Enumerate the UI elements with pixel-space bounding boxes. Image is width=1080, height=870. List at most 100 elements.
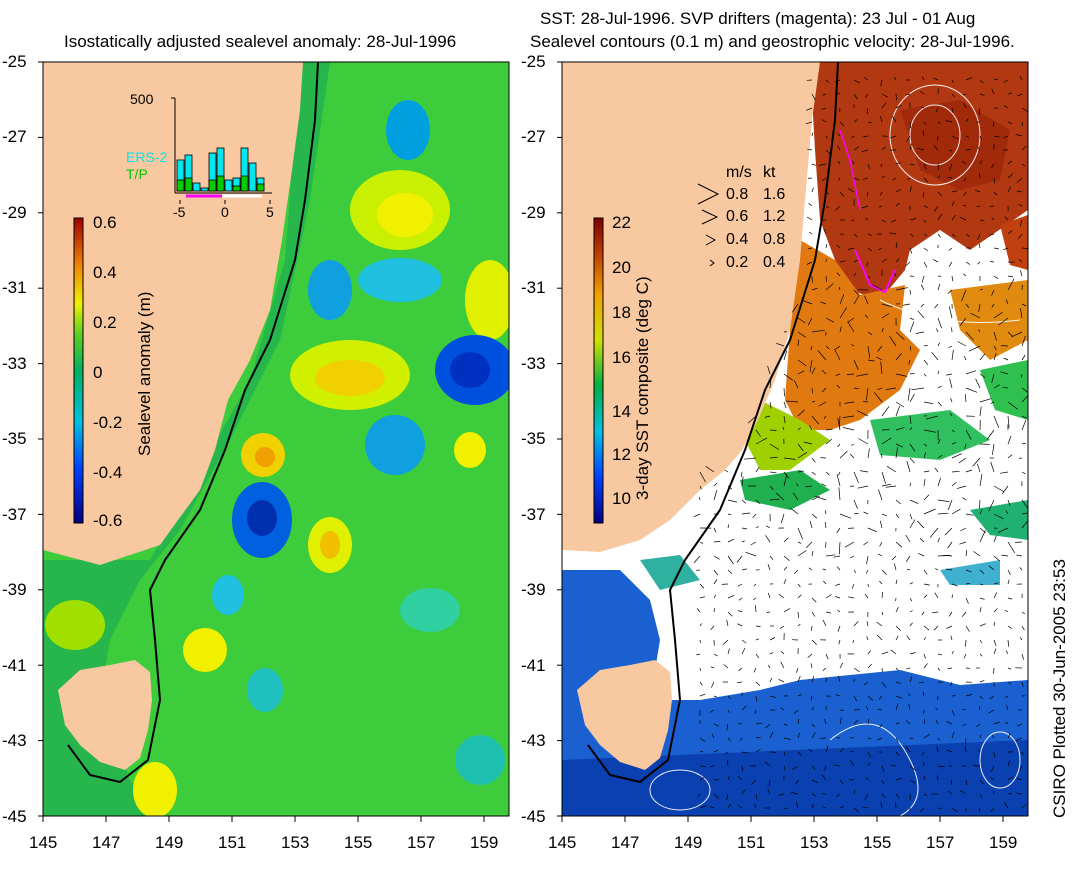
velocity-arrow [937, 667, 941, 671]
velocity-arrow [979, 734, 982, 739]
velocity-arrow [909, 652, 916, 655]
velocity-arrow [976, 723, 981, 728]
velocity-arrow [993, 648, 997, 655]
velocity-arrow [959, 317, 967, 326]
velocity-arrow [752, 513, 757, 519]
velocity-arrow [713, 579, 718, 585]
tasmania-sst [577, 660, 672, 770]
velocity-arrow [895, 541, 903, 548]
velocity-arrow [1007, 499, 1011, 506]
velocity-arrow [965, 387, 978, 393]
velocity-arrow [963, 653, 967, 659]
inset-ymax: 500 [130, 91, 154, 107]
velocity-arrow [909, 186, 912, 193]
velocity-arrow [839, 260, 847, 263]
velocity-arrow [851, 443, 855, 446]
velocity-arrow [926, 415, 939, 420]
velocity-arrow [951, 731, 955, 739]
velocity-arrow [905, 534, 911, 543]
velocity-arrow [811, 597, 817, 603]
velocity-arrow [811, 611, 816, 617]
velocity-arrow [1007, 401, 1019, 410]
velocity-arrow [811, 676, 815, 683]
velocity-arrow [825, 611, 832, 614]
velocity-arrow [839, 717, 842, 725]
velocity-arrow [936, 746, 939, 753]
velocity-arrow [991, 734, 995, 739]
velocity-arrow [989, 233, 995, 236]
velocity-arrow [846, 373, 855, 375]
velocity-arrow [895, 258, 900, 263]
velocity-arrow [847, 317, 855, 323]
velocity-arrow [1016, 723, 1023, 727]
velocity-arrow [821, 483, 827, 487]
velocity-arrow [783, 537, 789, 543]
velocity-arrow [808, 202, 813, 207]
velocity-arrow [979, 569, 985, 574]
lon-tick: 157 [926, 833, 955, 852]
velocity-arrow [948, 247, 953, 251]
velocity-arrow [861, 149, 869, 153]
velocity-arrow [937, 401, 942, 407]
sst-tick: 14 [612, 402, 631, 421]
velocity-arrow [922, 191, 925, 198]
velocity-arrow [1021, 415, 1027, 419]
velocity-arrow [754, 803, 757, 809]
velocity-arrow [979, 583, 984, 586]
lat-tick: -45 [2, 807, 27, 826]
velocity-arrow [923, 121, 926, 125]
velocity-arrow [853, 294, 860, 305]
velocity-legend-ms: 0.8 [726, 186, 749, 203]
lat-tick: -39 [521, 580, 546, 599]
velocity-arrow [853, 146, 859, 151]
velocity-arrow [713, 569, 719, 576]
velocity-arrow [946, 625, 953, 629]
velocity-arrow [895, 667, 899, 671]
velocity-arrow [880, 361, 883, 375]
velocity-arrow [769, 443, 779, 450]
velocity-arrow [993, 135, 1000, 138]
velocity-arrow [1021, 681, 1024, 687]
velocity-arrow [946, 721, 953, 725]
velocity-arrow [755, 625, 761, 627]
velocity-arrow [769, 652, 774, 655]
velocity-arrow [866, 621, 869, 627]
velocity-arrow [951, 508, 961, 515]
velocity-arrow [741, 540, 745, 543]
lat-tick: -33 [2, 354, 27, 373]
lon-tick: 147 [92, 833, 121, 852]
velocity-arrow [699, 623, 702, 627]
velocity-arrow [923, 494, 930, 501]
velocity-arrow [811, 779, 819, 784]
velocity-arrow [853, 807, 860, 813]
velocity-arrow [810, 345, 813, 351]
velocity-arrow [808, 231, 813, 235]
velocity-arrow [839, 748, 844, 753]
velocity-arrow [807, 317, 813, 326]
velocity-arrow [907, 387, 911, 401]
velocity-arrow [1021, 512, 1028, 515]
velocity-arrow [848, 596, 855, 599]
velocity-arrow [906, 720, 911, 725]
velocity-arrow [991, 303, 995, 308]
velocity-arrow [909, 163, 915, 166]
velocity-arrow [865, 569, 869, 574]
velocity-arrow [850, 135, 855, 139]
velocity-arrow [949, 163, 953, 171]
velocity-arrow [918, 552, 925, 557]
velocity-arrow [726, 759, 729, 767]
velocity-arrow [920, 90, 925, 95]
sst-tick: 16 [612, 348, 631, 367]
velocity-arrow [699, 765, 707, 767]
velocity-arrow [1004, 216, 1009, 221]
velocity-arrow [780, 513, 785, 524]
velocity-arrow [710, 806, 715, 809]
velocity-arrow [978, 329, 981, 333]
velocity-arrow [951, 482, 957, 487]
velocity-arrow [992, 121, 995, 127]
velocity-arrow [917, 147, 925, 151]
velocity-arrow [965, 582, 971, 585]
sla-tick: -0.6 [93, 511, 123, 530]
lat-tick: -29 [2, 203, 27, 222]
velocity-arrow [867, 247, 873, 252]
